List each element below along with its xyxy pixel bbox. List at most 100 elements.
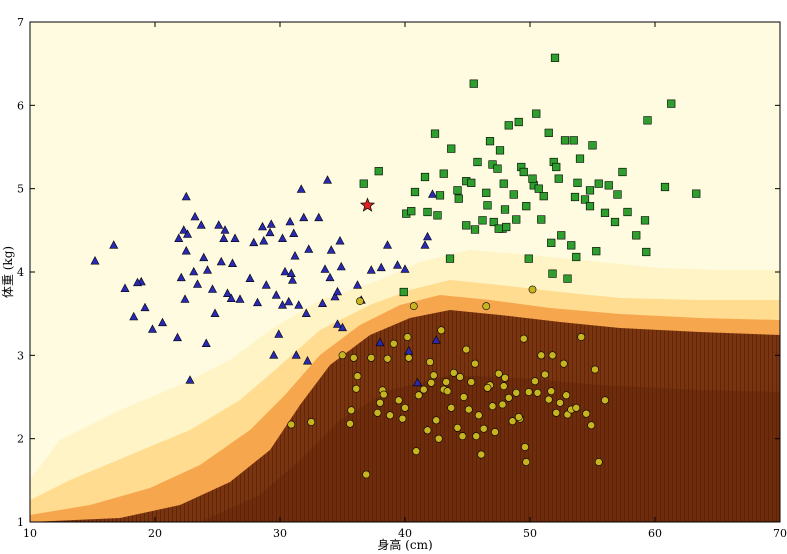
- square-point: [692, 189, 701, 198]
- circle-point: [533, 388, 542, 397]
- circle-point: [587, 421, 596, 430]
- square-point: [613, 190, 622, 199]
- square-point: [493, 164, 502, 173]
- square-point: [610, 217, 620, 227]
- triangle-point: [201, 338, 211, 347]
- triangle-point: [320, 264, 330, 273]
- circle-point: [459, 393, 468, 401]
- square-point: [585, 202, 595, 211]
- square-point: [643, 116, 652, 125]
- x-tick-label: 40: [398, 527, 412, 540]
- triangle-point: [189, 266, 199, 276]
- triangle-point: [423, 231, 432, 241]
- triangle-point: [269, 350, 279, 359]
- data-points: [90, 53, 701, 479]
- circle-point: [376, 398, 384, 407]
- circle-point: [508, 417, 517, 426]
- circle-point: [287, 420, 296, 429]
- square-point: [632, 231, 641, 240]
- square-point: [592, 247, 601, 256]
- square-point: [567, 241, 576, 250]
- x-tick-label: 30: [273, 527, 287, 540]
- triangle-point: [226, 293, 236, 302]
- square-point: [642, 247, 651, 257]
- circle-point: [472, 432, 481, 441]
- circle-point: [412, 447, 421, 456]
- circle-point: [537, 351, 546, 360]
- triangle-point: [219, 233, 229, 242]
- square-point: [522, 202, 531, 211]
- square-point: [469, 79, 478, 88]
- square-point: [374, 167, 383, 176]
- circle-point: [501, 373, 509, 382]
- triangle-point: [318, 298, 327, 307]
- circle-point: [547, 387, 556, 396]
- square-point: [478, 216, 487, 225]
- circle-point: [453, 423, 462, 432]
- star-point: [359, 197, 376, 212]
- triangle-point: [304, 244, 314, 253]
- circle-point: [522, 458, 531, 466]
- triangle-point: [220, 225, 230, 234]
- triangle-point: [296, 184, 306, 193]
- square-point: [585, 186, 595, 195]
- triangle-point: [259, 236, 269, 245]
- y-axis-label: 体重 (kg): [1, 246, 15, 298]
- circle-point: [419, 385, 428, 394]
- triangle-point: [353, 280, 362, 289]
- x-tick-label: 50: [523, 527, 537, 540]
- square-point: [537, 215, 546, 224]
- circle-point: [404, 353, 413, 362]
- circle-point: [362, 470, 371, 479]
- triangle-point: [223, 288, 232, 297]
- square-point: [435, 191, 445, 200]
- square-point: [560, 136, 570, 145]
- square-point: [557, 231, 566, 240]
- square-point: [423, 207, 432, 217]
- circle-point: [519, 334, 528, 343]
- square-point: [494, 224, 503, 233]
- square-point: [489, 217, 498, 227]
- circle-point: [398, 414, 407, 423]
- circle-point: [524, 388, 533, 396]
- triangle-point: [333, 319, 342, 328]
- triangle-point: [280, 266, 290, 276]
- square-point: [588, 141, 597, 150]
- square-point: [410, 187, 420, 197]
- square-point: [573, 178, 582, 187]
- circle-point: [494, 369, 503, 378]
- square-point: [554, 174, 563, 183]
- triangle-point: [199, 252, 209, 262]
- circle-point: [577, 333, 586, 341]
- circle-point: [591, 365, 599, 374]
- triangle-point: [299, 212, 309, 222]
- triangle-point: [181, 191, 191, 201]
- circle-point: [423, 426, 432, 435]
- triangle-point: [266, 219, 276, 228]
- circle-point: [367, 353, 376, 362]
- circle-point: [462, 345, 471, 354]
- triangle-point: [285, 216, 295, 226]
- square-point: [550, 53, 560, 62]
- circle-point: [449, 368, 458, 377]
- triangle-point: [181, 246, 191, 255]
- circle-point: [394, 396, 403, 405]
- square-point: [483, 201, 492, 210]
- circle-point: [521, 443, 529, 451]
- triangle-point: [214, 220, 224, 229]
- circle-point: [373, 408, 382, 417]
- triangle-point: [284, 296, 294, 306]
- triangle-point: [301, 308, 311, 317]
- triangle-point: [230, 233, 240, 242]
- square-point: [499, 179, 508, 188]
- circle-point: [464, 405, 473, 414]
- triangle-point: [253, 297, 262, 307]
- circle-point: [512, 388, 521, 397]
- triangle-point: [120, 283, 130, 292]
- circle-point: [443, 387, 452, 396]
- circle-point: [434, 434, 443, 443]
- triangle-point: [278, 233, 287, 242]
- circle-point: [548, 351, 557, 360]
- circle-point: [426, 358, 434, 366]
- square-point: [570, 192, 580, 202]
